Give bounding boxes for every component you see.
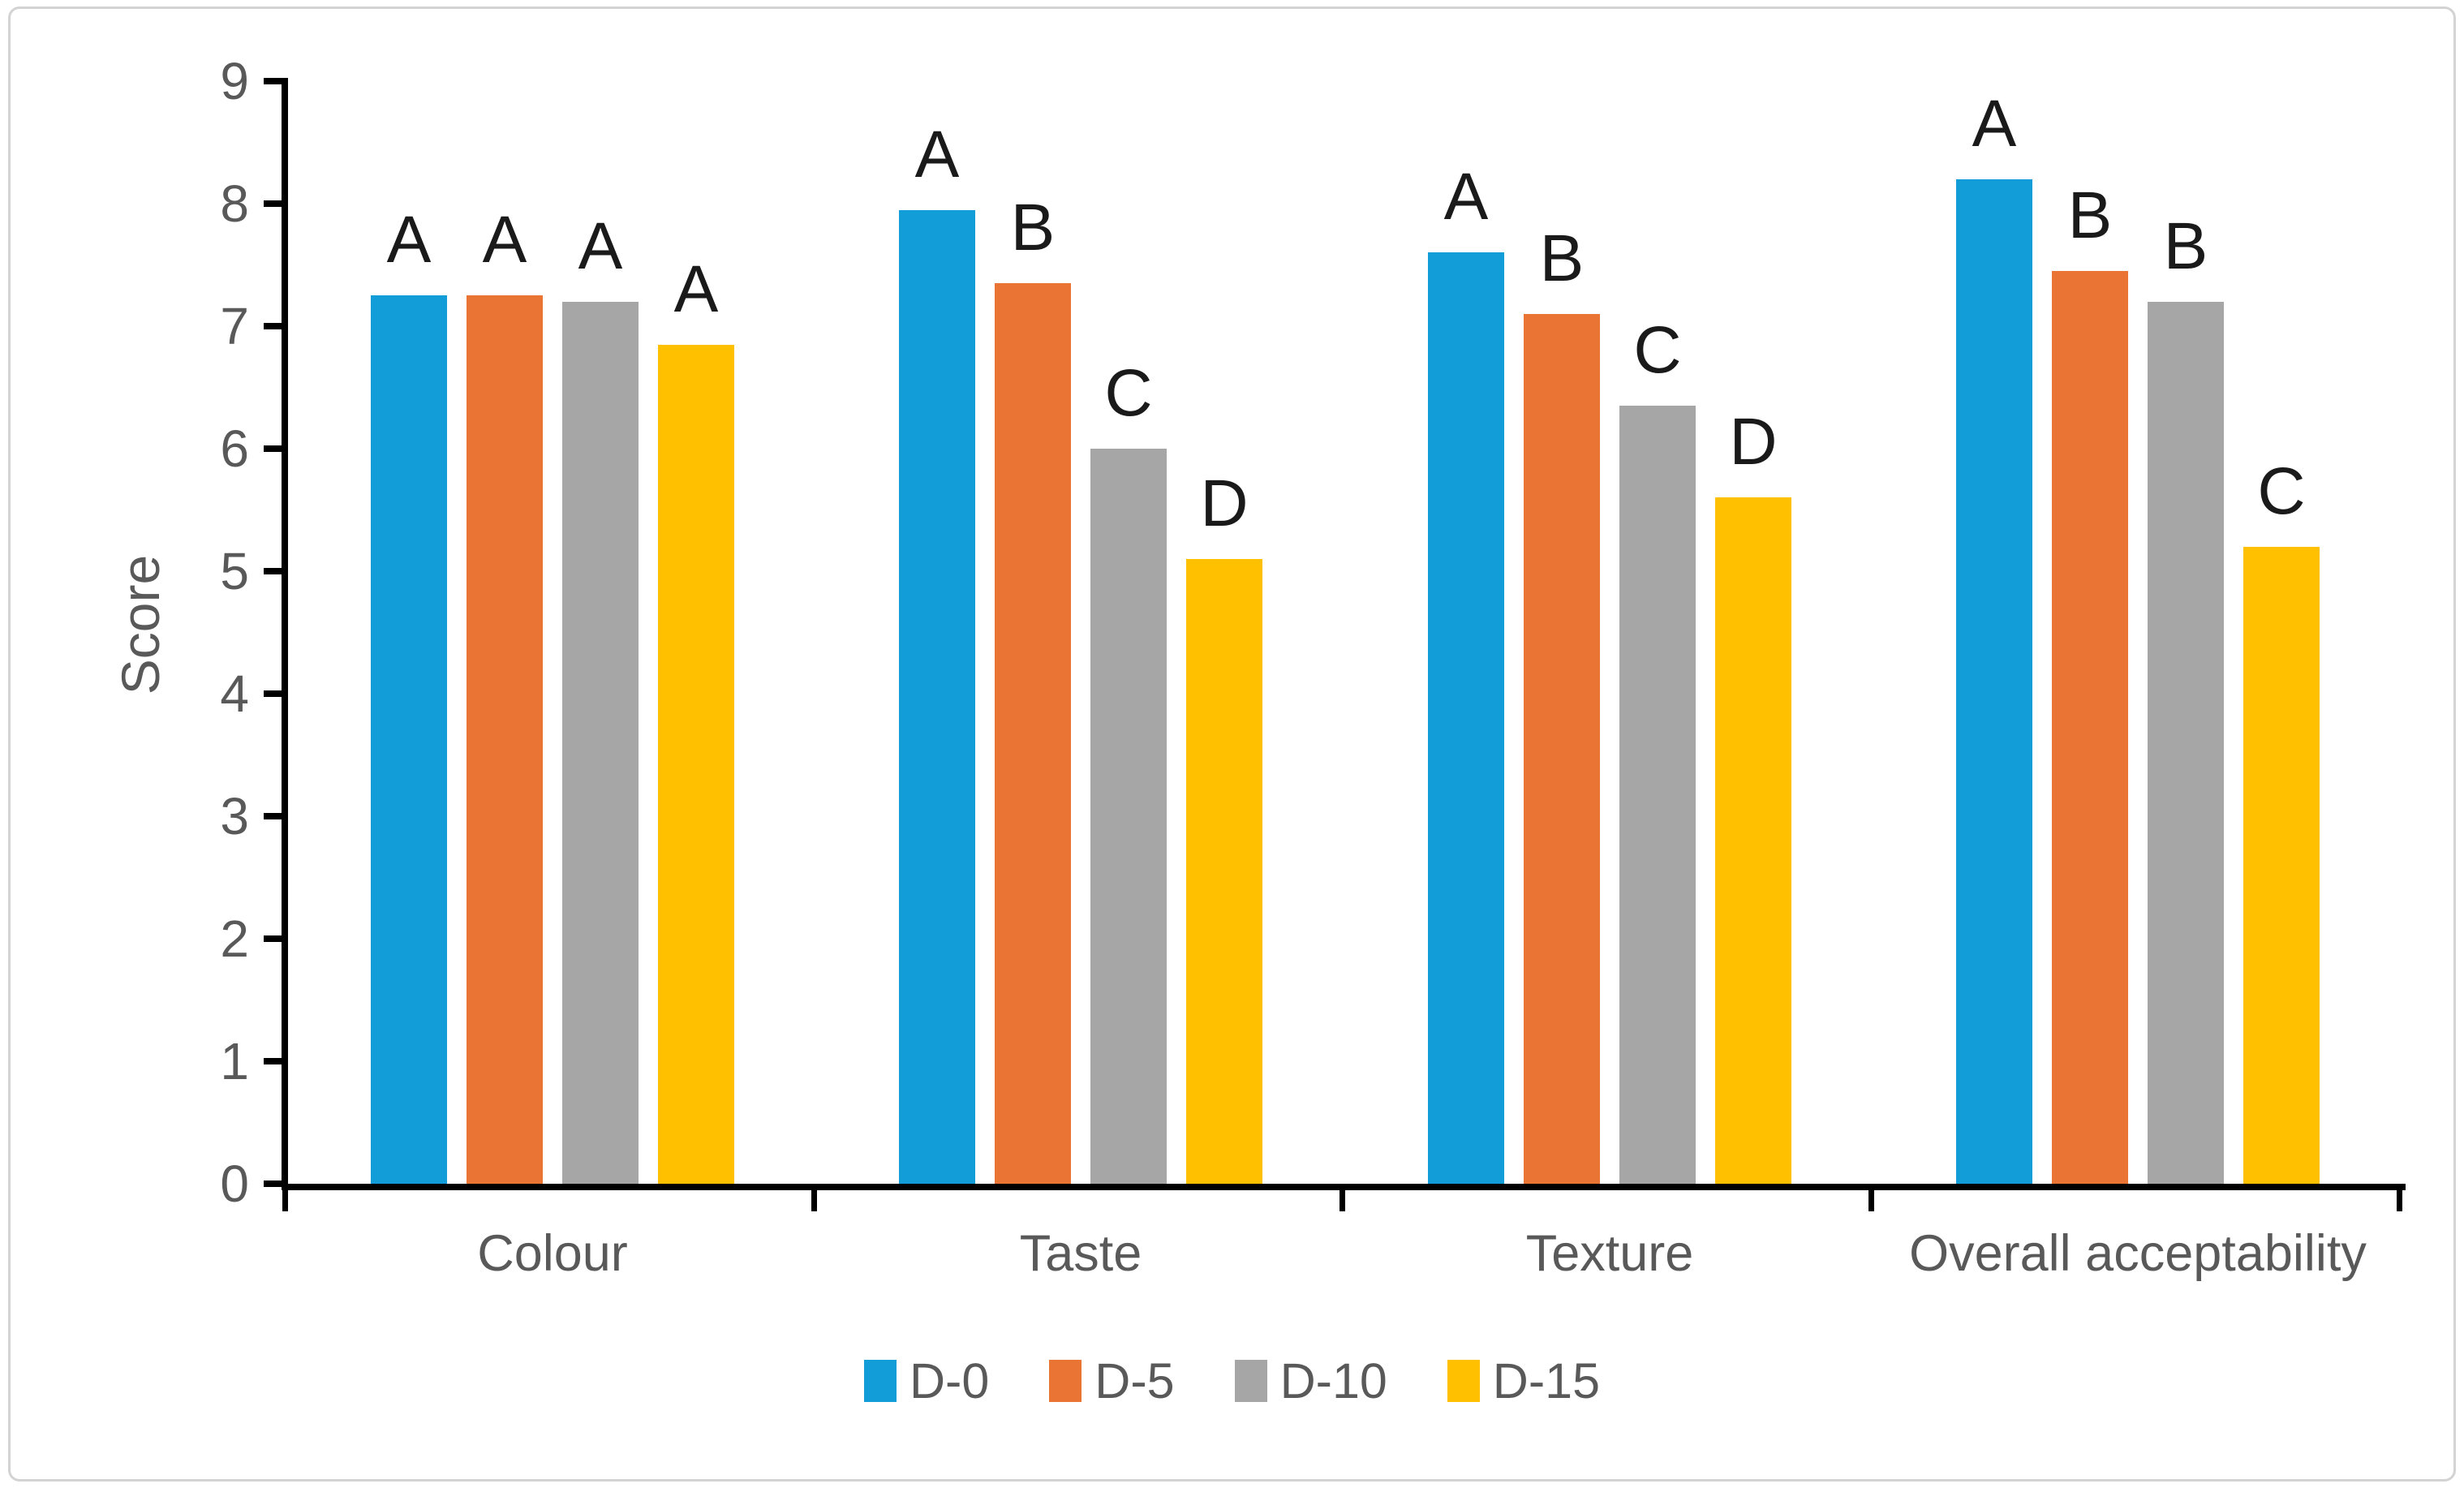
x-axis-tick: [1340, 1184, 1345, 1211]
bar-d-15-colour: [658, 345, 734, 1184]
legend-swatch-d-10: [1234, 1360, 1267, 1402]
significance-letter: A: [482, 203, 527, 277]
legend: D-0 D-5 D-10 D-15: [0, 1347, 2464, 1415]
bar-d-10-colour: [562, 302, 639, 1184]
y-tick-label: 4: [220, 664, 249, 723]
legend-item-d-5: D-5: [1049, 1352, 1175, 1410]
significance-letter: D: [1200, 467, 1249, 540]
significance-letter: B: [1539, 221, 1585, 295]
y-axis-tick: [264, 935, 288, 942]
y-tick-label: 3: [220, 787, 249, 845]
y-axis-tick: [264, 445, 288, 452]
legend-label: D-0: [909, 1353, 990, 1408]
bar-d-15-texture: [1715, 497, 1791, 1184]
legend-label: D-5: [1094, 1353, 1175, 1408]
legend-swatch-d-0: [863, 1360, 897, 1402]
y-axis-tick: [264, 200, 288, 207]
bar-d-0-overall-acceptability: [1956, 179, 2032, 1184]
x-axis-tick: [282, 1184, 288, 1211]
y-tick-label: 1: [220, 1032, 249, 1090]
y-tick-label: 5: [220, 542, 249, 600]
y-axis-tick: [264, 568, 288, 574]
category-label-colour: Colour: [477, 1225, 628, 1282]
significance-letter: B: [2163, 209, 2208, 283]
category-label-texture: Texture: [1525, 1225, 1694, 1282]
significance-letter: A: [673, 252, 719, 326]
y-tick-label: 9: [220, 52, 249, 110]
significance-letter: D: [1729, 405, 1778, 479]
y-axis-tick: [264, 1058, 288, 1064]
bar-d-10-taste: [1090, 449, 1167, 1184]
significance-letter: C: [1633, 313, 1682, 387]
legend-item-d-10: D-10: [1234, 1352, 1387, 1410]
bar-d-0-colour: [371, 295, 447, 1184]
y-axis-tick: [264, 323, 288, 329]
y-tick-label: 8: [220, 174, 249, 233]
significance-letter: B: [2067, 178, 2113, 252]
legend-swatch-d-15: [1447, 1360, 1480, 1402]
significance-letter: A: [1972, 87, 2017, 161]
bar-d-15-overall-acceptability: [2243, 547, 2320, 1184]
bar-d-10-texture: [1619, 406, 1696, 1184]
y-axis-tick: [264, 78, 288, 84]
bar-d-5-texture: [1524, 314, 1600, 1184]
y-axis-tick: [264, 1181, 288, 1187]
bar-d-0-taste: [899, 210, 975, 1184]
y-tick-label: 2: [220, 910, 249, 968]
x-axis-tick: [2397, 1184, 2402, 1211]
significance-letter: C: [1104, 356, 1153, 430]
legend-item-d-15: D-15: [1447, 1352, 1600, 1410]
y-axis-line: [282, 81, 288, 1190]
legend-label: D-15: [1492, 1353, 1601, 1408]
category-label-overall-acceptability: Overall acceptability: [1909, 1225, 2367, 1282]
bar-d-5-colour: [467, 295, 543, 1184]
bar-d-10-overall-acceptability: [2148, 302, 2224, 1184]
bar-d-5-taste: [995, 283, 1071, 1184]
category-label-taste: Taste: [1019, 1225, 1142, 1282]
legend-swatch-d-5: [1049, 1360, 1082, 1402]
y-axis-tick: [264, 690, 288, 697]
significance-letter: A: [1443, 160, 1489, 234]
legend-label: D-10: [1279, 1353, 1387, 1408]
x-axis-tick: [811, 1184, 817, 1211]
significance-letter: B: [1010, 191, 1056, 264]
y-tick-label: 6: [220, 419, 249, 478]
significance-letter: C: [2257, 454, 2306, 528]
y-tick-label: 7: [220, 297, 249, 355]
bar-d-15-taste: [1186, 559, 1262, 1184]
legend-item-d-0: D-0: [863, 1352, 990, 1410]
x-axis-tick: [1868, 1184, 1874, 1211]
significance-letter: A: [578, 209, 623, 283]
y-axis-tick: [264, 813, 288, 819]
significance-letter: A: [914, 118, 960, 191]
bar-d-5-overall-acceptability: [2052, 271, 2128, 1184]
significance-letter: A: [386, 203, 432, 277]
bar-d-0-texture: [1428, 252, 1504, 1184]
y-tick-label: 0: [220, 1155, 249, 1213]
